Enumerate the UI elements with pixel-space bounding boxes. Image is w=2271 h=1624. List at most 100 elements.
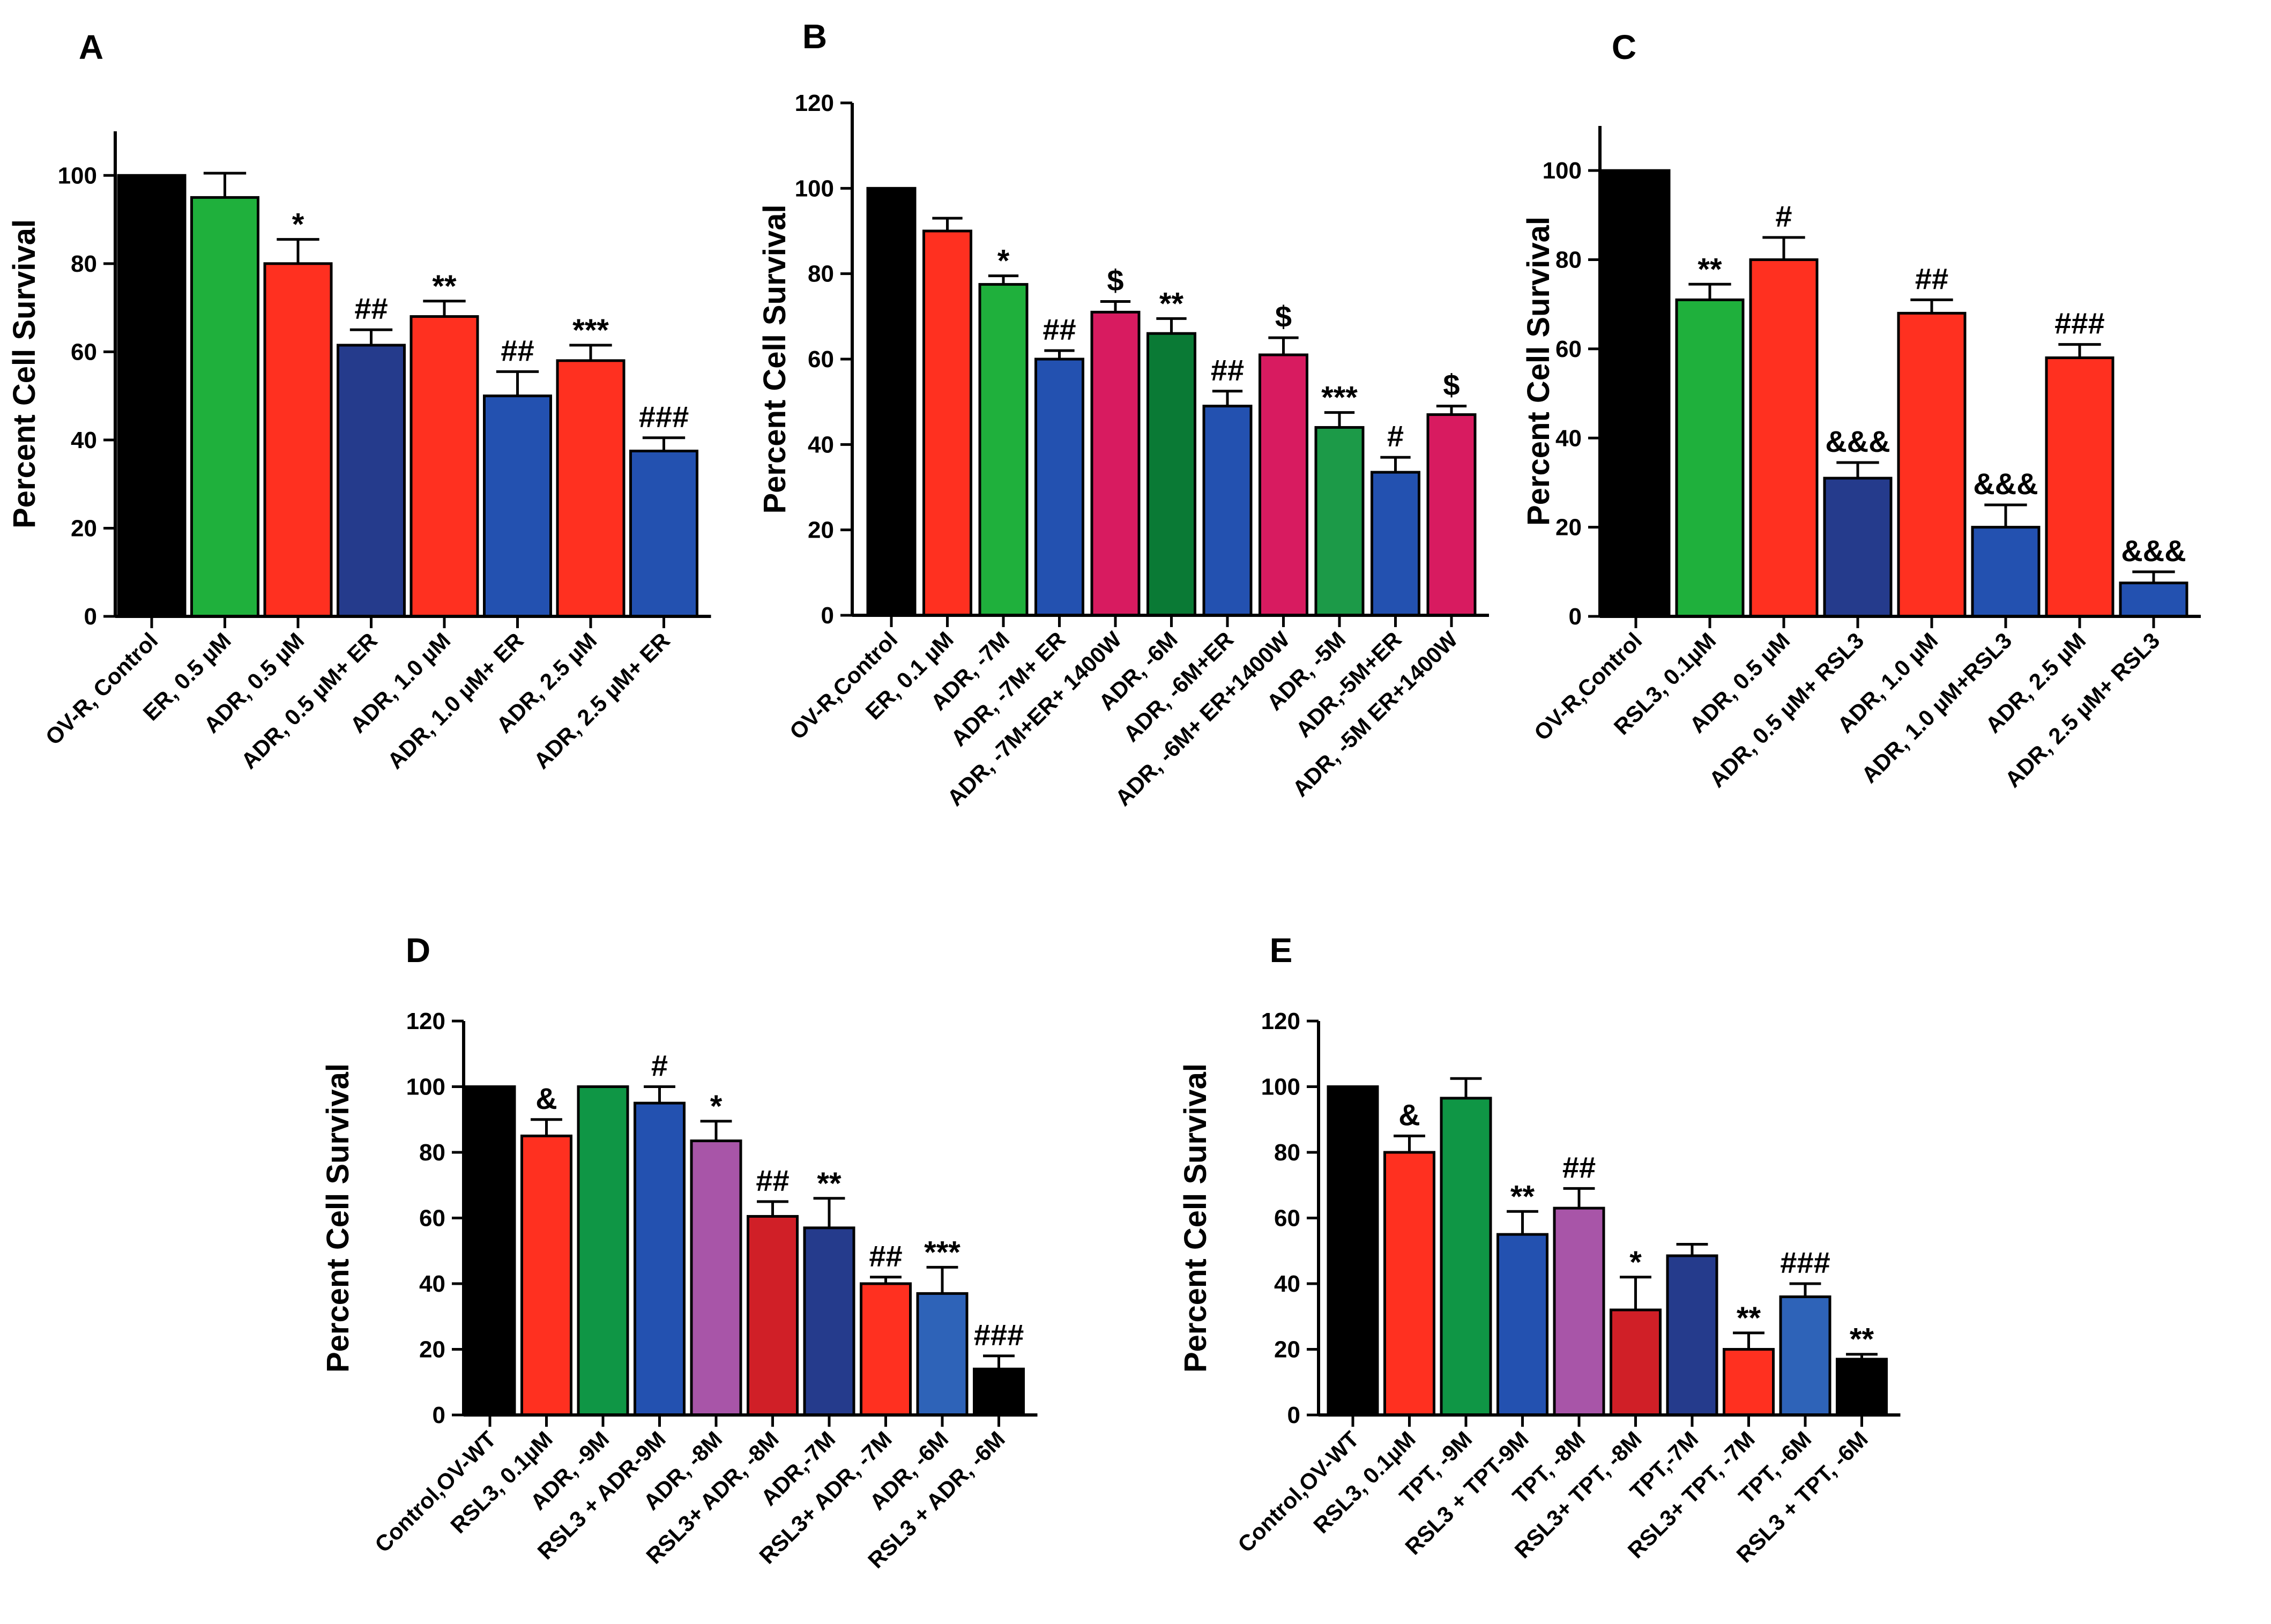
bar — [1723, 1348, 1775, 1417]
bar — [1371, 471, 1420, 617]
significance-label: *** — [924, 1235, 960, 1270]
y-tick-label: 80 — [808, 261, 834, 287]
bar — [1314, 426, 1365, 617]
significance-label: ** — [1850, 1322, 1874, 1357]
bar — [1610, 1308, 1662, 1417]
panel-letter: C — [1612, 28, 1636, 66]
significance-label: ### — [2054, 307, 2104, 340]
significance-label: ## — [354, 292, 388, 325]
significance-label: ** — [1510, 1179, 1535, 1214]
significance-label: # — [1775, 199, 1792, 233]
x-tick-label: ADR, 0.5 µM+ ER — [236, 628, 382, 773]
bar — [1779, 1295, 1831, 1417]
bar — [690, 1139, 742, 1417]
significance-label: $ — [1443, 368, 1460, 402]
significance-label: *** — [1321, 381, 1358, 415]
bar — [1440, 1097, 1492, 1417]
x-tick-label: OV-R, Control — [40, 628, 162, 750]
y-tick-label: 40 — [71, 427, 97, 453]
bar — [337, 344, 406, 618]
bar — [634, 1101, 686, 1417]
y-tick-label: 80 — [419, 1139, 445, 1166]
y-axis-label: Percent Cell Survival — [1178, 1063, 1213, 1373]
significance-label: ** — [1737, 1301, 1761, 1336]
y-tick-label: 100 — [1261, 1074, 1300, 1100]
bar — [916, 1292, 969, 1417]
y-axis-label: Percent Cell Survival — [7, 219, 42, 528]
y-tick-label: 60 — [1555, 336, 1582, 362]
y-tick-label: 0 — [433, 1402, 445, 1428]
panel-letter: B — [802, 17, 827, 56]
bar — [1666, 1254, 1718, 1417]
bar — [464, 1085, 516, 1417]
bar — [190, 196, 259, 618]
y-tick-label: 40 — [1274, 1271, 1300, 1297]
y-tick-label: 100 — [1543, 158, 1582, 184]
y-tick-label: 0 — [1287, 1402, 1300, 1428]
bar — [1675, 298, 1745, 618]
bar — [2045, 356, 2114, 618]
bar — [2119, 582, 2188, 618]
y-tick-label: 80 — [71, 251, 97, 277]
bar — [1897, 311, 1967, 618]
significance-label: &&& — [1825, 424, 1890, 458]
bar — [973, 1367, 1025, 1417]
bar — [860, 1282, 912, 1417]
y-tick-label: 20 — [808, 517, 834, 543]
significance-label: ## — [869, 1239, 902, 1273]
y-tick-label: 60 — [419, 1205, 445, 1232]
significance-label: * — [292, 207, 304, 242]
bar — [978, 283, 1029, 617]
significance-label: ### — [639, 400, 689, 434]
bar — [1749, 258, 1819, 618]
y-tick-label: 80 — [1555, 247, 1582, 273]
y-tick-label: 20 — [1274, 1337, 1300, 1363]
significance-label: *** — [572, 313, 609, 348]
bar — [1090, 310, 1141, 617]
significance-label: &&& — [1973, 467, 2038, 501]
significance-label: ## — [756, 1164, 789, 1197]
significance-label: ** — [1697, 252, 1722, 287]
bar — [1971, 526, 2041, 618]
x-tick-label: ADR, 2.5 µM+ ER — [529, 628, 675, 773]
y-tick-label: 120 — [795, 90, 834, 116]
y-tick-label: 80 — [1274, 1139, 1300, 1166]
y-tick-label: 60 — [71, 339, 97, 365]
y-tick-label: 0 — [1569, 604, 1582, 630]
significance-label: ** — [817, 1166, 842, 1201]
y-tick-label: 120 — [406, 1008, 445, 1034]
significance-label: ** — [1159, 286, 1184, 321]
significance-label: ## — [1211, 353, 1244, 387]
significance-label: ## — [501, 333, 534, 367]
y-axis-label: Percent Cell Survival — [1521, 217, 1556, 526]
y-tick-label: 20 — [71, 515, 97, 541]
bar — [629, 449, 698, 618]
y-tick-label: 100 — [406, 1074, 445, 1100]
bar — [1327, 1085, 1379, 1417]
y-tick-label: 100 — [58, 162, 97, 189]
y-tick-label: 40 — [808, 431, 834, 458]
y-tick-label: 0 — [821, 602, 834, 629]
bar — [1202, 405, 1253, 617]
significance-label: ** — [432, 269, 457, 304]
significance-label: ## — [1043, 312, 1076, 346]
y-tick-label: 20 — [1555, 515, 1582, 541]
significance-label: $ — [1275, 300, 1292, 333]
bar — [263, 262, 333, 618]
significance-label: & — [535, 1082, 557, 1115]
panel-letter: E — [1270, 931, 1293, 970]
bar — [577, 1085, 629, 1417]
significance-label: & — [1398, 1098, 1420, 1131]
significance-label: &&& — [2121, 534, 2186, 568]
y-tick-label: 40 — [419, 1271, 445, 1297]
panel-letter: D — [406, 931, 430, 970]
bar — [1146, 332, 1196, 617]
bar — [117, 174, 187, 618]
panel-letter: A — [79, 28, 103, 66]
significance-label: ## — [1915, 262, 1948, 295]
